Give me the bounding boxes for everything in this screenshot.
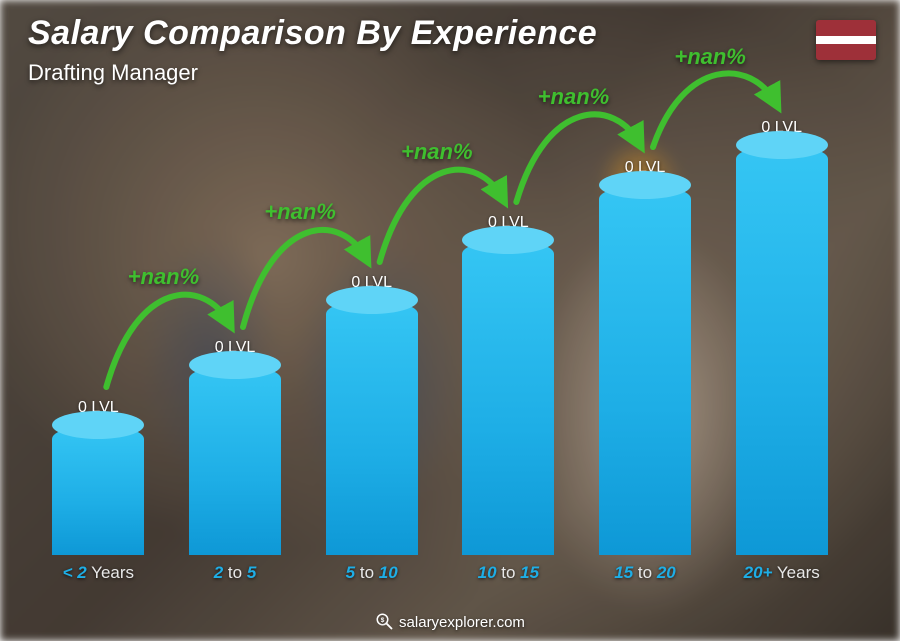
- bars-container: 0 LVL< 2 Years0 LVL2 to 50 LVL5 to 100 L…: [30, 110, 850, 555]
- flag-stripe: [816, 44, 876, 60]
- bar-front-face: [52, 425, 144, 555]
- bar-front-face: [599, 185, 691, 555]
- delta-label: +nan%: [264, 199, 336, 225]
- category-label: 10 to 15: [478, 563, 539, 583]
- bar: [326, 300, 418, 555]
- bar-slot: 0 LVL< 2 Years: [30, 110, 167, 555]
- bar: [189, 365, 281, 555]
- magnifier-dollar-icon: $: [375, 612, 393, 630]
- flag-stripe: [816, 36, 876, 44]
- category-label: 5 to 10: [346, 563, 398, 583]
- bar-slot: 0 LVL10 to 15: [440, 110, 577, 555]
- chart-subtitle: Drafting Manager: [28, 60, 198, 86]
- delta-label: +nan%: [674, 44, 746, 70]
- footer-attribution: $ salaryexplorer.com: [0, 612, 900, 631]
- bar-slot: 0 LVL5 to 10: [303, 110, 440, 555]
- delta-label: +nan%: [128, 264, 200, 290]
- category-label: 20+ Years: [744, 563, 820, 583]
- bar-front-face: [462, 240, 554, 555]
- bar-top-ellipse: [189, 351, 281, 379]
- bar-slot: 0 LVL20+ Years: [713, 110, 850, 555]
- category-label: 15 to 20: [614, 563, 675, 583]
- bar-front-face: [189, 365, 281, 555]
- bar: [462, 240, 554, 555]
- country-flag-latvia: [816, 20, 876, 60]
- bar-top-ellipse: [462, 226, 554, 254]
- bar: [52, 425, 144, 555]
- bar-chart: 0 LVL< 2 Years0 LVL2 to 50 LVL5 to 100 L…: [30, 110, 850, 585]
- chart-title: Salary Comparison By Experience: [28, 14, 597, 53]
- bar-top-ellipse: [736, 131, 828, 159]
- flag-stripe: [816, 20, 876, 36]
- delta-label: +nan%: [538, 84, 610, 110]
- bar-slot: 0 LVL15 to 20: [577, 110, 714, 555]
- bar: [599, 185, 691, 555]
- bar-slot: 0 LVL2 to 5: [167, 110, 304, 555]
- bar-front-face: [326, 300, 418, 555]
- bar-top-ellipse: [599, 171, 691, 199]
- category-label: < 2 Years: [63, 563, 134, 583]
- svg-text:$: $: [381, 617, 385, 624]
- bar: [736, 145, 828, 555]
- infographic-stage: Salary Comparison By Experience Drafting…: [0, 0, 900, 641]
- category-label: 2 to 5: [214, 563, 257, 583]
- bar-top-ellipse: [326, 286, 418, 314]
- bar-front-face: [736, 145, 828, 555]
- footer-text: salaryexplorer.com: [399, 614, 525, 631]
- bar-top-ellipse: [52, 411, 144, 439]
- delta-label: +nan%: [401, 139, 473, 165]
